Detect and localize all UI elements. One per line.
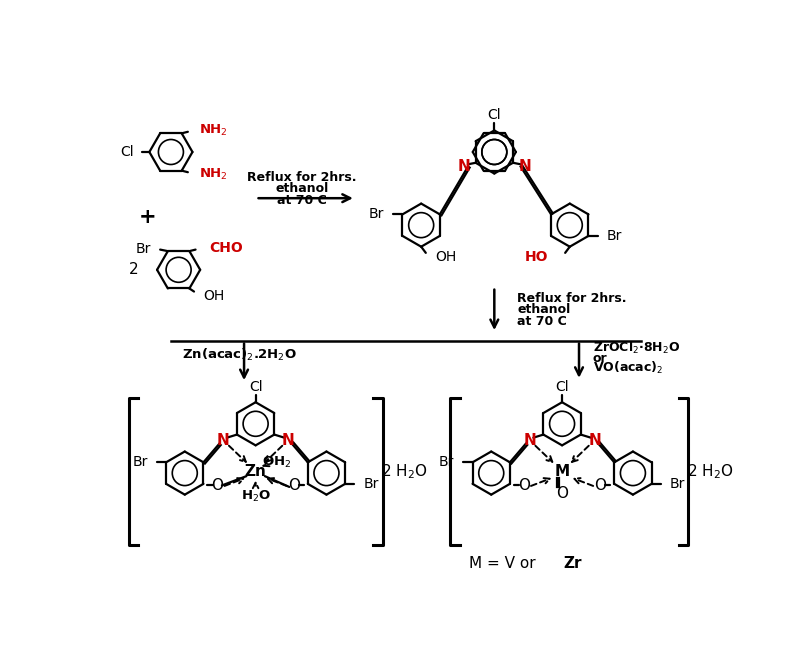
Text: Br: Br <box>438 455 454 469</box>
Text: ethanol: ethanol <box>517 304 571 316</box>
Text: HO: HO <box>524 250 548 265</box>
Text: Zn(acac)$_2$.2H$_2$O: Zn(acac)$_2$.2H$_2$O <box>183 346 297 363</box>
Text: Reflux for 2hrs.: Reflux for 2hrs. <box>517 292 627 305</box>
Text: OH$_2$: OH$_2$ <box>262 455 292 470</box>
Text: O: O <box>595 478 607 493</box>
Text: 2: 2 <box>129 262 139 277</box>
Text: Br: Br <box>135 242 151 256</box>
Text: Cl: Cl <box>488 108 501 122</box>
Text: Zn: Zn <box>245 464 266 479</box>
Text: N: N <box>523 433 536 448</box>
Text: N: N <box>588 433 601 448</box>
Text: N: N <box>518 159 531 174</box>
Text: or: or <box>593 352 607 365</box>
Text: at 70 C: at 70 C <box>277 194 327 207</box>
Text: Br: Br <box>369 208 384 221</box>
Text: +: + <box>139 208 157 227</box>
Text: Br: Br <box>132 455 147 469</box>
Text: NH$_2$: NH$_2$ <box>198 167 227 182</box>
Text: ethanol: ethanol <box>275 183 328 195</box>
Text: Cl: Cl <box>249 380 262 394</box>
Text: Cl: Cl <box>120 145 134 159</box>
Text: M = V or: M = V or <box>469 556 540 572</box>
Text: OH: OH <box>203 289 225 303</box>
Text: NH$_2$: NH$_2$ <box>198 123 227 138</box>
Text: 2 H$_2$O: 2 H$_2$O <box>687 462 733 481</box>
Text: Cl: Cl <box>556 380 569 394</box>
Text: Br: Br <box>607 229 622 243</box>
Text: Zr: Zr <box>563 556 582 572</box>
Text: O: O <box>288 478 300 493</box>
Text: O: O <box>556 486 568 501</box>
Text: N: N <box>282 433 295 448</box>
Text: OH: OH <box>435 250 456 265</box>
Text: M: M <box>555 464 570 479</box>
Text: O: O <box>518 478 530 493</box>
Text: 2 H$_2$O: 2 H$_2$O <box>381 462 427 481</box>
Text: N: N <box>217 433 230 448</box>
Text: H$_2$O: H$_2$O <box>241 489 271 504</box>
Text: N: N <box>457 159 470 174</box>
Text: Reflux for 2hrs.: Reflux for 2hrs. <box>247 171 356 184</box>
Text: at 70 C: at 70 C <box>517 315 567 328</box>
Text: Br: Br <box>670 477 685 491</box>
Text: ZrOCl$_2$·8H$_2$O: ZrOCl$_2$·8H$_2$O <box>593 340 680 356</box>
Text: CHO: CHO <box>210 241 243 255</box>
Text: Br: Br <box>363 477 379 491</box>
Text: O: O <box>211 478 223 493</box>
Text: VO(acac)$_2$: VO(acac)$_2$ <box>593 360 663 376</box>
